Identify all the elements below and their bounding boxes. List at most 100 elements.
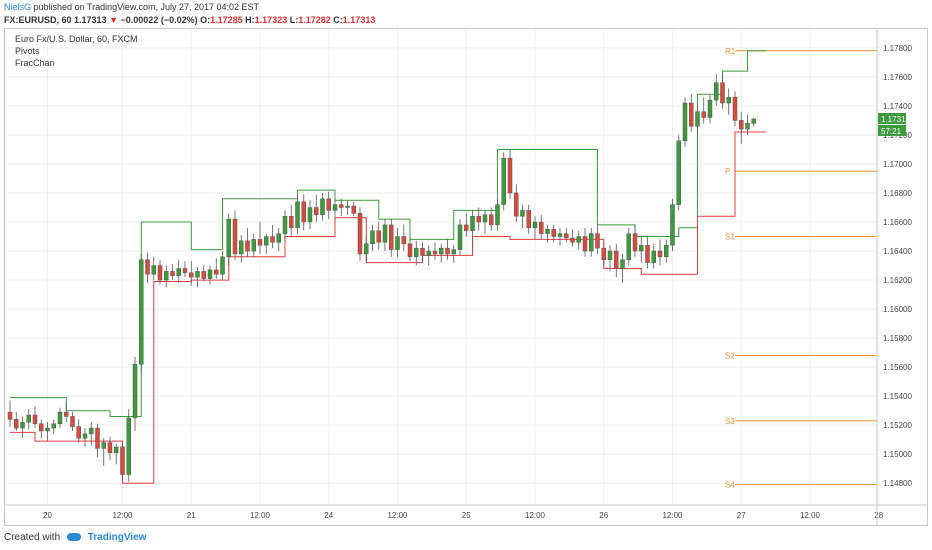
candle-body	[364, 243, 369, 255]
tradingview-brand[interactable]: TradingView	[87, 532, 147, 543]
candle-body	[82, 433, 88, 439]
candle-body	[714, 82, 719, 101]
candle-body	[76, 426, 81, 439]
candle-body	[89, 427, 94, 435]
candle-body	[107, 442, 113, 454]
author-name[interactable]: NielsG	[4, 2, 32, 12]
candle-body	[276, 233, 281, 243]
candle-body	[164, 271, 169, 281]
high-label: H:	[245, 15, 255, 25]
published-text: published on TradingView.com, July 27, 2…	[33, 2, 260, 12]
low-label: L:	[289, 15, 299, 25]
pivot-label: R1	[725, 47, 736, 56]
chart-frame[interactable]: 1.14800 1.15000 1.15200 1.15400 1.15600 1.158…	[4, 28, 928, 526]
candle-body	[270, 236, 275, 243]
candle-body	[370, 230, 375, 245]
candle-body	[470, 215, 475, 231]
candle-body	[526, 210, 531, 229]
candle-body	[495, 204, 500, 226]
y-tick-label: 1.15600	[883, 363, 912, 372]
y-tick-label: 1.16400	[883, 247, 912, 256]
candle-body	[214, 269, 219, 275]
candle-body	[14, 419, 19, 429]
x-tick-label: 12:00	[250, 511, 271, 520]
publish-line: NielsG published on TradingView.com, Jul…	[4, 2, 259, 12]
countdown-tag-bg	[878, 124, 906, 136]
candle-body	[195, 271, 200, 278]
candle-body	[501, 157, 506, 205]
low-value: 1.17282	[298, 15, 331, 25]
pivot-label: S2	[725, 352, 735, 361]
candle-body	[289, 215, 294, 229]
candle-body	[139, 259, 144, 365]
candle-body	[482, 214, 488, 223]
candle-body	[582, 236, 588, 252]
candle-body	[395, 236, 400, 250]
candle-body	[645, 244, 650, 263]
candle-body	[301, 201, 306, 223]
candle-body	[689, 102, 694, 127]
y-tick-label: 1.17000	[883, 160, 912, 169]
candle-body	[607, 250, 613, 260]
candle-body	[151, 265, 156, 275]
y-tick-label: 1.15000	[883, 450, 912, 459]
candle-body	[326, 198, 331, 211]
candle-body	[189, 272, 194, 278]
candle-body	[651, 250, 656, 263]
candle-body	[576, 236, 581, 243]
candle-body	[426, 250, 431, 256]
candle-body	[539, 221, 544, 234]
candle-body	[320, 198, 325, 216]
candle-body	[57, 411, 63, 424]
tradingview-logo-icon	[66, 533, 81, 542]
candle-body	[564, 233, 569, 239]
candle-body	[157, 265, 163, 281]
price-tag-bg	[878, 112, 906, 124]
candle-body	[251, 239, 256, 252]
y-tick-label: 1.17400	[883, 102, 912, 111]
y-tick-label: 1.15200	[883, 421, 912, 430]
y-tick-label: 1.16800	[883, 189, 912, 198]
candle-body	[95, 427, 100, 449]
down-arrow-icon: ▼	[109, 15, 119, 25]
symbol-label: FX:EURUSD, 60	[4, 15, 72, 25]
candle-body	[532, 221, 538, 229]
x-tick-label: 25	[462, 511, 471, 520]
pivot-label: S1	[725, 233, 735, 242]
candle-body	[339, 204, 344, 208]
candle-body	[464, 224, 469, 231]
candle-body	[489, 214, 494, 226]
candle-body	[101, 442, 106, 449]
candle-body	[457, 224, 463, 250]
candle-body	[739, 120, 744, 130]
candle-body	[514, 192, 519, 217]
y-tick-label: 1.17600	[883, 73, 912, 82]
pivot-label: S4	[725, 481, 735, 490]
candle-body	[39, 423, 44, 432]
candle-body	[632, 233, 638, 252]
candle-body	[145, 259, 150, 275]
candle-body	[695, 111, 700, 127]
candle-body	[476, 215, 481, 223]
candle-body	[664, 244, 669, 258]
candle-body	[626, 233, 631, 260]
footer: Created with TradingView	[4, 532, 146, 543]
countdown-tag-text: 57:21	[881, 127, 902, 136]
candle-body	[70, 416, 75, 427]
y-tick-label: 1.16600	[883, 218, 912, 227]
candle-body	[126, 417, 131, 475]
x-tick-label: 27	[737, 511, 746, 520]
pivot-label: S3	[725, 417, 735, 426]
legend-pivots[interactable]: Pivots	[15, 46, 40, 56]
candle-body	[670, 204, 675, 246]
candle-body	[264, 236, 269, 246]
candle-body	[170, 271, 175, 276]
price-chart[interactable]: 1.14800 1.15000 1.15200 1.15400 1.15600 1.158…	[5, 29, 927, 525]
candle-body	[382, 224, 388, 243]
lower-channel-line	[10, 131, 767, 484]
legend-fracchan[interactable]: FracChan	[15, 58, 55, 68]
candle-body	[595, 233, 600, 249]
x-tick-label: 12:00	[800, 511, 821, 520]
candle-body	[520, 210, 525, 217]
